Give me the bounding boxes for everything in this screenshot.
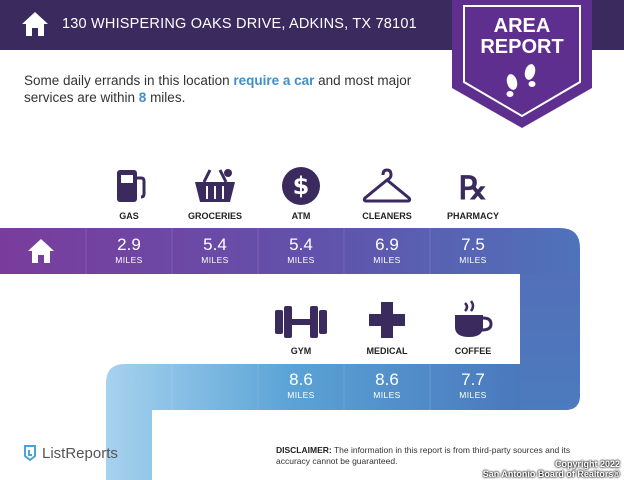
distance-cell-gas: 2.9 MILES bbox=[86, 235, 172, 266]
start-home-icon bbox=[28, 239, 54, 263]
copyright-line-2: San Antonio Board of Realtors® bbox=[482, 469, 620, 479]
copyright-line-1: Copyright 2022 bbox=[554, 459, 620, 469]
category-label-cleaners: CLEANERS bbox=[362, 211, 412, 221]
distance-cell-atm: 5.4 MILES bbox=[258, 235, 344, 266]
disclaimer-title: DISCLAIMER: bbox=[276, 445, 332, 455]
distance-unit: MILES bbox=[287, 390, 315, 400]
intro-part-2: and most major services are within bbox=[24, 73, 412, 105]
listreports-logo-icon bbox=[24, 445, 36, 462]
distance-cell-gym: 8.6 MILES bbox=[258, 370, 344, 401]
intro-highlight-miles: 8 bbox=[138, 90, 147, 105]
badge-line-2: REPORT bbox=[480, 36, 564, 58]
distance-value: 6.9 bbox=[375, 235, 399, 254]
listreports-logo-text: ListReports bbox=[42, 444, 118, 462]
category-label-groceries: GROCERIES bbox=[187, 211, 242, 221]
distance-unit: MILES bbox=[459, 255, 487, 265]
distance-value: 8.6 bbox=[375, 370, 399, 389]
dollar-icon: $ bbox=[258, 164, 344, 208]
svg-text:℞: ℞ bbox=[459, 169, 488, 206]
intro-part-3: miles. bbox=[146, 90, 186, 105]
distance-cell-groceries: 5.4 MILES bbox=[172, 235, 258, 266]
rx-icon: ℞ bbox=[430, 164, 516, 208]
hanger-icon bbox=[344, 164, 430, 208]
intro-text: Some daily errands in this location requ… bbox=[24, 72, 424, 106]
intro-highlight-car: require a car bbox=[233, 73, 315, 88]
property-address: 130 WHISPERING OAKS DRIVE, ADKINS, TX 78… bbox=[62, 16, 417, 32]
distance-unit: MILES bbox=[115, 255, 143, 265]
distance-unit: MILES bbox=[287, 255, 315, 265]
category-label-gym: GYM bbox=[290, 346, 312, 356]
medical-cross-icon bbox=[344, 298, 430, 342]
category-label-gas: GAS bbox=[119, 211, 139, 221]
disclaimer-text: The information in this report is from t… bbox=[276, 445, 571, 466]
distance-unit: MILES bbox=[201, 255, 229, 265]
area-report-badge bbox=[452, 0, 592, 128]
distance-unit: MILES bbox=[373, 255, 401, 265]
footprints-icon bbox=[506, 64, 536, 97]
distance-unit: MILES bbox=[459, 390, 487, 400]
distance-unit: MILES bbox=[373, 390, 401, 400]
badge-title: AREA REPORT bbox=[452, 16, 592, 58]
home-icon bbox=[22, 12, 48, 36]
distance-cell-coffee: 7.7 MILES bbox=[430, 370, 516, 401]
badge-line-1: AREA bbox=[493, 15, 551, 37]
disclaimer: DISCLAIMER: The information in this repo… bbox=[276, 445, 606, 467]
category-label-pharmacy: PHARMACY bbox=[446, 211, 499, 221]
category-label-medical: MEDICAL bbox=[366, 346, 408, 356]
distance-value: 8.6 bbox=[289, 370, 313, 389]
gas-pump-icon bbox=[86, 164, 172, 208]
category-label-coffee: COFFEE bbox=[454, 346, 492, 356]
svg-text:$: $ bbox=[293, 172, 310, 200]
coffee-cup-icon bbox=[430, 298, 516, 342]
distance-cell-medical: 8.6 MILES bbox=[344, 370, 430, 401]
distance-value: 2.9 bbox=[117, 235, 141, 254]
listreports-logo: ListReports bbox=[22, 444, 118, 462]
distance-cell-cleaners: 6.9 MILES bbox=[344, 235, 430, 266]
intro-part-1: Some daily errands in this location bbox=[24, 73, 234, 88]
distance-value: 5.4 bbox=[203, 235, 227, 254]
distance-cell-pharmacy: 7.5 MILES bbox=[430, 235, 516, 266]
copyright-watermark: Copyright 2022 San Antonio Board of Real… bbox=[483, 459, 620, 479]
distance-value: 5.4 bbox=[289, 235, 313, 254]
distance-value: 7.7 bbox=[461, 370, 485, 389]
distance-value: 7.5 bbox=[461, 235, 485, 254]
grocery-basket-icon bbox=[172, 164, 258, 208]
category-label-atm: ATM bbox=[291, 211, 311, 221]
dumbbell-icon bbox=[258, 300, 344, 344]
